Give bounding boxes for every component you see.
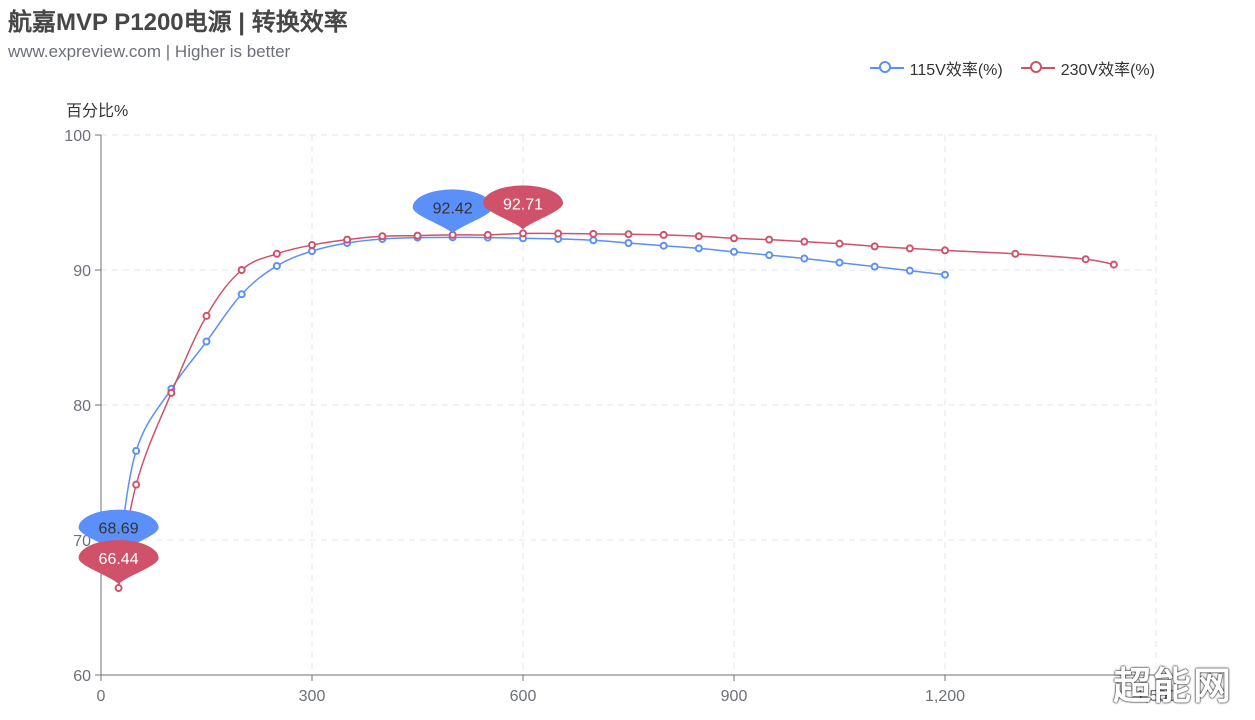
data-point <box>905 244 914 253</box>
value-callout-pin <box>78 509 159 554</box>
data-point <box>870 242 879 251</box>
data-point <box>659 241 668 250</box>
data-point <box>413 231 422 240</box>
data-point <box>343 235 352 244</box>
legend-swatch-115v <box>869 61 904 75</box>
data-point <box>132 480 141 489</box>
data-point <box>308 241 316 250</box>
marker-layer: 92.42 92.71 68.69 66.44 <box>78 185 563 585</box>
chart-title: 航嘉MVP P1200电源 | 转换效率 <box>8 9 348 36</box>
data-point <box>483 230 492 239</box>
value-callout-pin <box>412 189 493 234</box>
value-callout-pin <box>78 540 159 585</box>
data-point <box>765 251 774 260</box>
value-callout-pin <box>483 185 563 230</box>
data-point <box>554 229 563 238</box>
data-point <box>202 311 211 320</box>
series-layer <box>114 229 1118 593</box>
grid <box>101 134 1157 675</box>
data-point <box>1109 260 1118 269</box>
legend-item-230v[interactable]: 230V效率(%) <box>1020 56 1155 80</box>
data-point <box>941 270 949 279</box>
series-line-1 <box>117 232 1114 589</box>
data-point <box>132 446 141 455</box>
data-point <box>835 258 844 267</box>
value-callout-label: 66.44 <box>99 551 139 568</box>
axes: 60 70 80 90 100 0 300 600 900 1,200 1,500 <box>64 128 1176 705</box>
legend-label-115v: 115V效率(%) <box>909 62 1003 79</box>
data-point <box>589 229 598 238</box>
data-point <box>659 230 668 239</box>
data-point <box>835 239 844 248</box>
data-point <box>730 234 738 243</box>
chart-legend: 115V效率(%) 230V效率(%) <box>869 56 1155 80</box>
data-point <box>589 236 598 245</box>
data-point <box>941 246 949 255</box>
value-callout-label: 92.71 <box>503 196 543 213</box>
data-point <box>1081 255 1090 264</box>
series-line-0 <box>117 236 946 558</box>
x-tick-label: 300 <box>299 688 326 705</box>
data-point <box>624 239 633 247</box>
data-point <box>765 235 774 244</box>
y-tick-label: 90 <box>73 263 91 280</box>
data-point <box>519 229 527 238</box>
data-point <box>730 247 738 256</box>
value-callout-label: 68.69 <box>99 521 139 538</box>
data-point <box>378 232 387 241</box>
y-tick-label: 80 <box>73 398 91 415</box>
data-point <box>237 290 246 299</box>
data-point <box>272 249 281 258</box>
value-callout-label: 92.42 <box>433 200 473 217</box>
y-tick-label: 60 <box>73 668 91 685</box>
y-tick-label: 70 <box>73 533 91 550</box>
y-axis-label: 百分比% <box>66 102 128 120</box>
watermark: 超能网 <box>1112 666 1233 708</box>
data-point <box>624 230 633 239</box>
x-tick-label: 600 <box>510 688 537 705</box>
data-point <box>1011 249 1020 258</box>
data-point <box>202 337 211 346</box>
x-tick-label: 1,200 <box>925 688 965 705</box>
chart-subtitle: www.expreview.com | Higher is better <box>8 42 291 61</box>
x-tick-label: 1,500 <box>1136 688 1176 705</box>
data-point <box>272 261 281 270</box>
x-tick-label: 0 <box>97 688 106 705</box>
y-tick-label: 100 <box>64 128 91 145</box>
data-point <box>870 262 879 271</box>
data-point <box>237 266 246 274</box>
data-point <box>114 584 123 593</box>
legend-label-230v: 230V效率(%) <box>1060 62 1155 79</box>
data-point <box>800 237 809 246</box>
data-point <box>167 388 176 397</box>
x-tick-label: 900 <box>721 688 748 705</box>
data-point <box>694 232 703 241</box>
data-point <box>800 254 809 263</box>
legend-swatch-230v <box>1020 61 1055 75</box>
data-point <box>905 266 914 275</box>
legend-item-115v[interactable]: 115V效率(%) <box>869 56 1003 80</box>
data-point <box>694 244 703 253</box>
